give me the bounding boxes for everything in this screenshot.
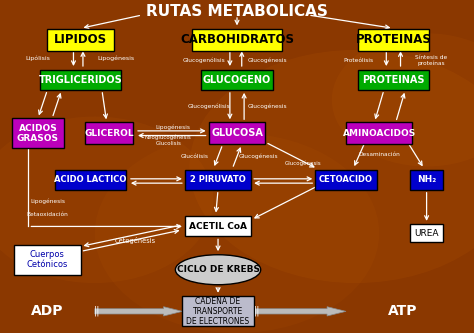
Circle shape	[0, 117, 213, 283]
Text: ||: ||	[94, 305, 100, 316]
FancyBboxPatch shape	[315, 170, 377, 190]
Text: ACIDO LACTICO: ACIDO LACTICO	[54, 175, 126, 184]
FancyBboxPatch shape	[410, 224, 443, 242]
Circle shape	[190, 50, 474, 283]
FancyBboxPatch shape	[182, 296, 254, 326]
Text: PROTEINAS: PROTEINAS	[362, 75, 425, 85]
FancyBboxPatch shape	[358, 29, 429, 51]
Text: Glucogénesis: Glucogénesis	[285, 161, 322, 166]
FancyBboxPatch shape	[12, 118, 64, 148]
Text: ATP: ATP	[388, 304, 418, 318]
Text: NH₂: NH₂	[417, 175, 436, 184]
Text: Betaoxidación: Betaoxidación	[27, 212, 68, 217]
Text: Proteólisis: Proteólisis	[344, 58, 374, 63]
Text: GLUCOGENO: GLUCOGENO	[203, 75, 271, 85]
Text: CADENA DE
TRANSPORTE
DE ELECTRONES: CADENA DE TRANSPORTE DE ELECTRONES	[186, 297, 250, 326]
Text: Desaminación: Desaminación	[358, 152, 400, 158]
Text: ACIDOS
GRASOS: ACIDOS GRASOS	[17, 124, 59, 143]
Circle shape	[332, 33, 474, 167]
Text: AMINOACIDOS: AMINOACIDOS	[343, 129, 416, 138]
Text: GLUCOSA: GLUCOSA	[211, 128, 263, 138]
FancyBboxPatch shape	[346, 122, 412, 144]
Text: ACETIL CoA: ACETIL CoA	[189, 222, 247, 231]
FancyBboxPatch shape	[192, 29, 282, 51]
FancyBboxPatch shape	[185, 216, 251, 236]
FancyBboxPatch shape	[201, 70, 273, 90]
FancyBboxPatch shape	[358, 70, 429, 90]
FancyBboxPatch shape	[47, 29, 114, 51]
Text: ADP: ADP	[31, 304, 64, 318]
Text: ||: ||	[254, 305, 261, 316]
Text: Glucólisis: Glucólisis	[180, 154, 209, 159]
Text: CICLO DE KREBS: CICLO DE KREBS	[176, 265, 260, 274]
FancyArrow shape	[254, 307, 346, 316]
FancyBboxPatch shape	[85, 122, 133, 144]
Text: Cetogénesis: Cetogénesis	[115, 237, 155, 244]
Text: Glucogenólisis: Glucogenólisis	[182, 58, 225, 63]
FancyBboxPatch shape	[14, 245, 81, 275]
Text: LIPIDOS: LIPIDOS	[54, 33, 107, 47]
Text: TRIGLICERIDOS: TRIGLICERIDOS	[39, 75, 122, 85]
FancyArrow shape	[95, 307, 182, 316]
FancyBboxPatch shape	[55, 170, 126, 190]
Text: Síntesis de
proteínas: Síntesis de proteínas	[415, 55, 447, 66]
Text: 2 PIRUVATO: 2 PIRUVATO	[190, 175, 246, 184]
Circle shape	[95, 133, 379, 333]
FancyBboxPatch shape	[209, 122, 265, 144]
FancyBboxPatch shape	[185, 170, 251, 190]
Text: Lipogénesis: Lipogénesis	[98, 56, 135, 61]
Text: Glucogénesis: Glucogénesis	[248, 58, 288, 63]
Text: Neoglucogénesis
Glucolisis: Neoglucogénesis Glucolisis	[145, 134, 191, 146]
Text: Lipogénesis: Lipogénesis	[30, 199, 65, 204]
Text: CETOACIDO: CETOACIDO	[319, 175, 373, 184]
Text: Glucogénesis: Glucogénesis	[238, 154, 278, 159]
Text: GLICEROL: GLICEROL	[84, 129, 134, 138]
Text: CARBOHIDRATOS: CARBOHIDRATOS	[180, 33, 294, 47]
Text: Glucogenólisis: Glucogenólisis	[187, 104, 230, 109]
Text: Lipogénesis: Lipogénesis	[155, 125, 191, 130]
Text: Glucogénesis: Glucogénesis	[248, 104, 288, 109]
Text: UREA: UREA	[414, 228, 439, 238]
FancyBboxPatch shape	[40, 70, 121, 90]
Text: RUTAS METABOLICAS: RUTAS METABOLICAS	[146, 4, 328, 19]
Text: Lipólisis: Lipólisis	[26, 56, 50, 61]
Text: Cuerpos
Cetónicos: Cuerpos Cetónicos	[27, 250, 68, 269]
FancyBboxPatch shape	[410, 170, 443, 190]
Ellipse shape	[175, 255, 261, 285]
Text: PROTEINAS: PROTEINAS	[356, 33, 431, 47]
